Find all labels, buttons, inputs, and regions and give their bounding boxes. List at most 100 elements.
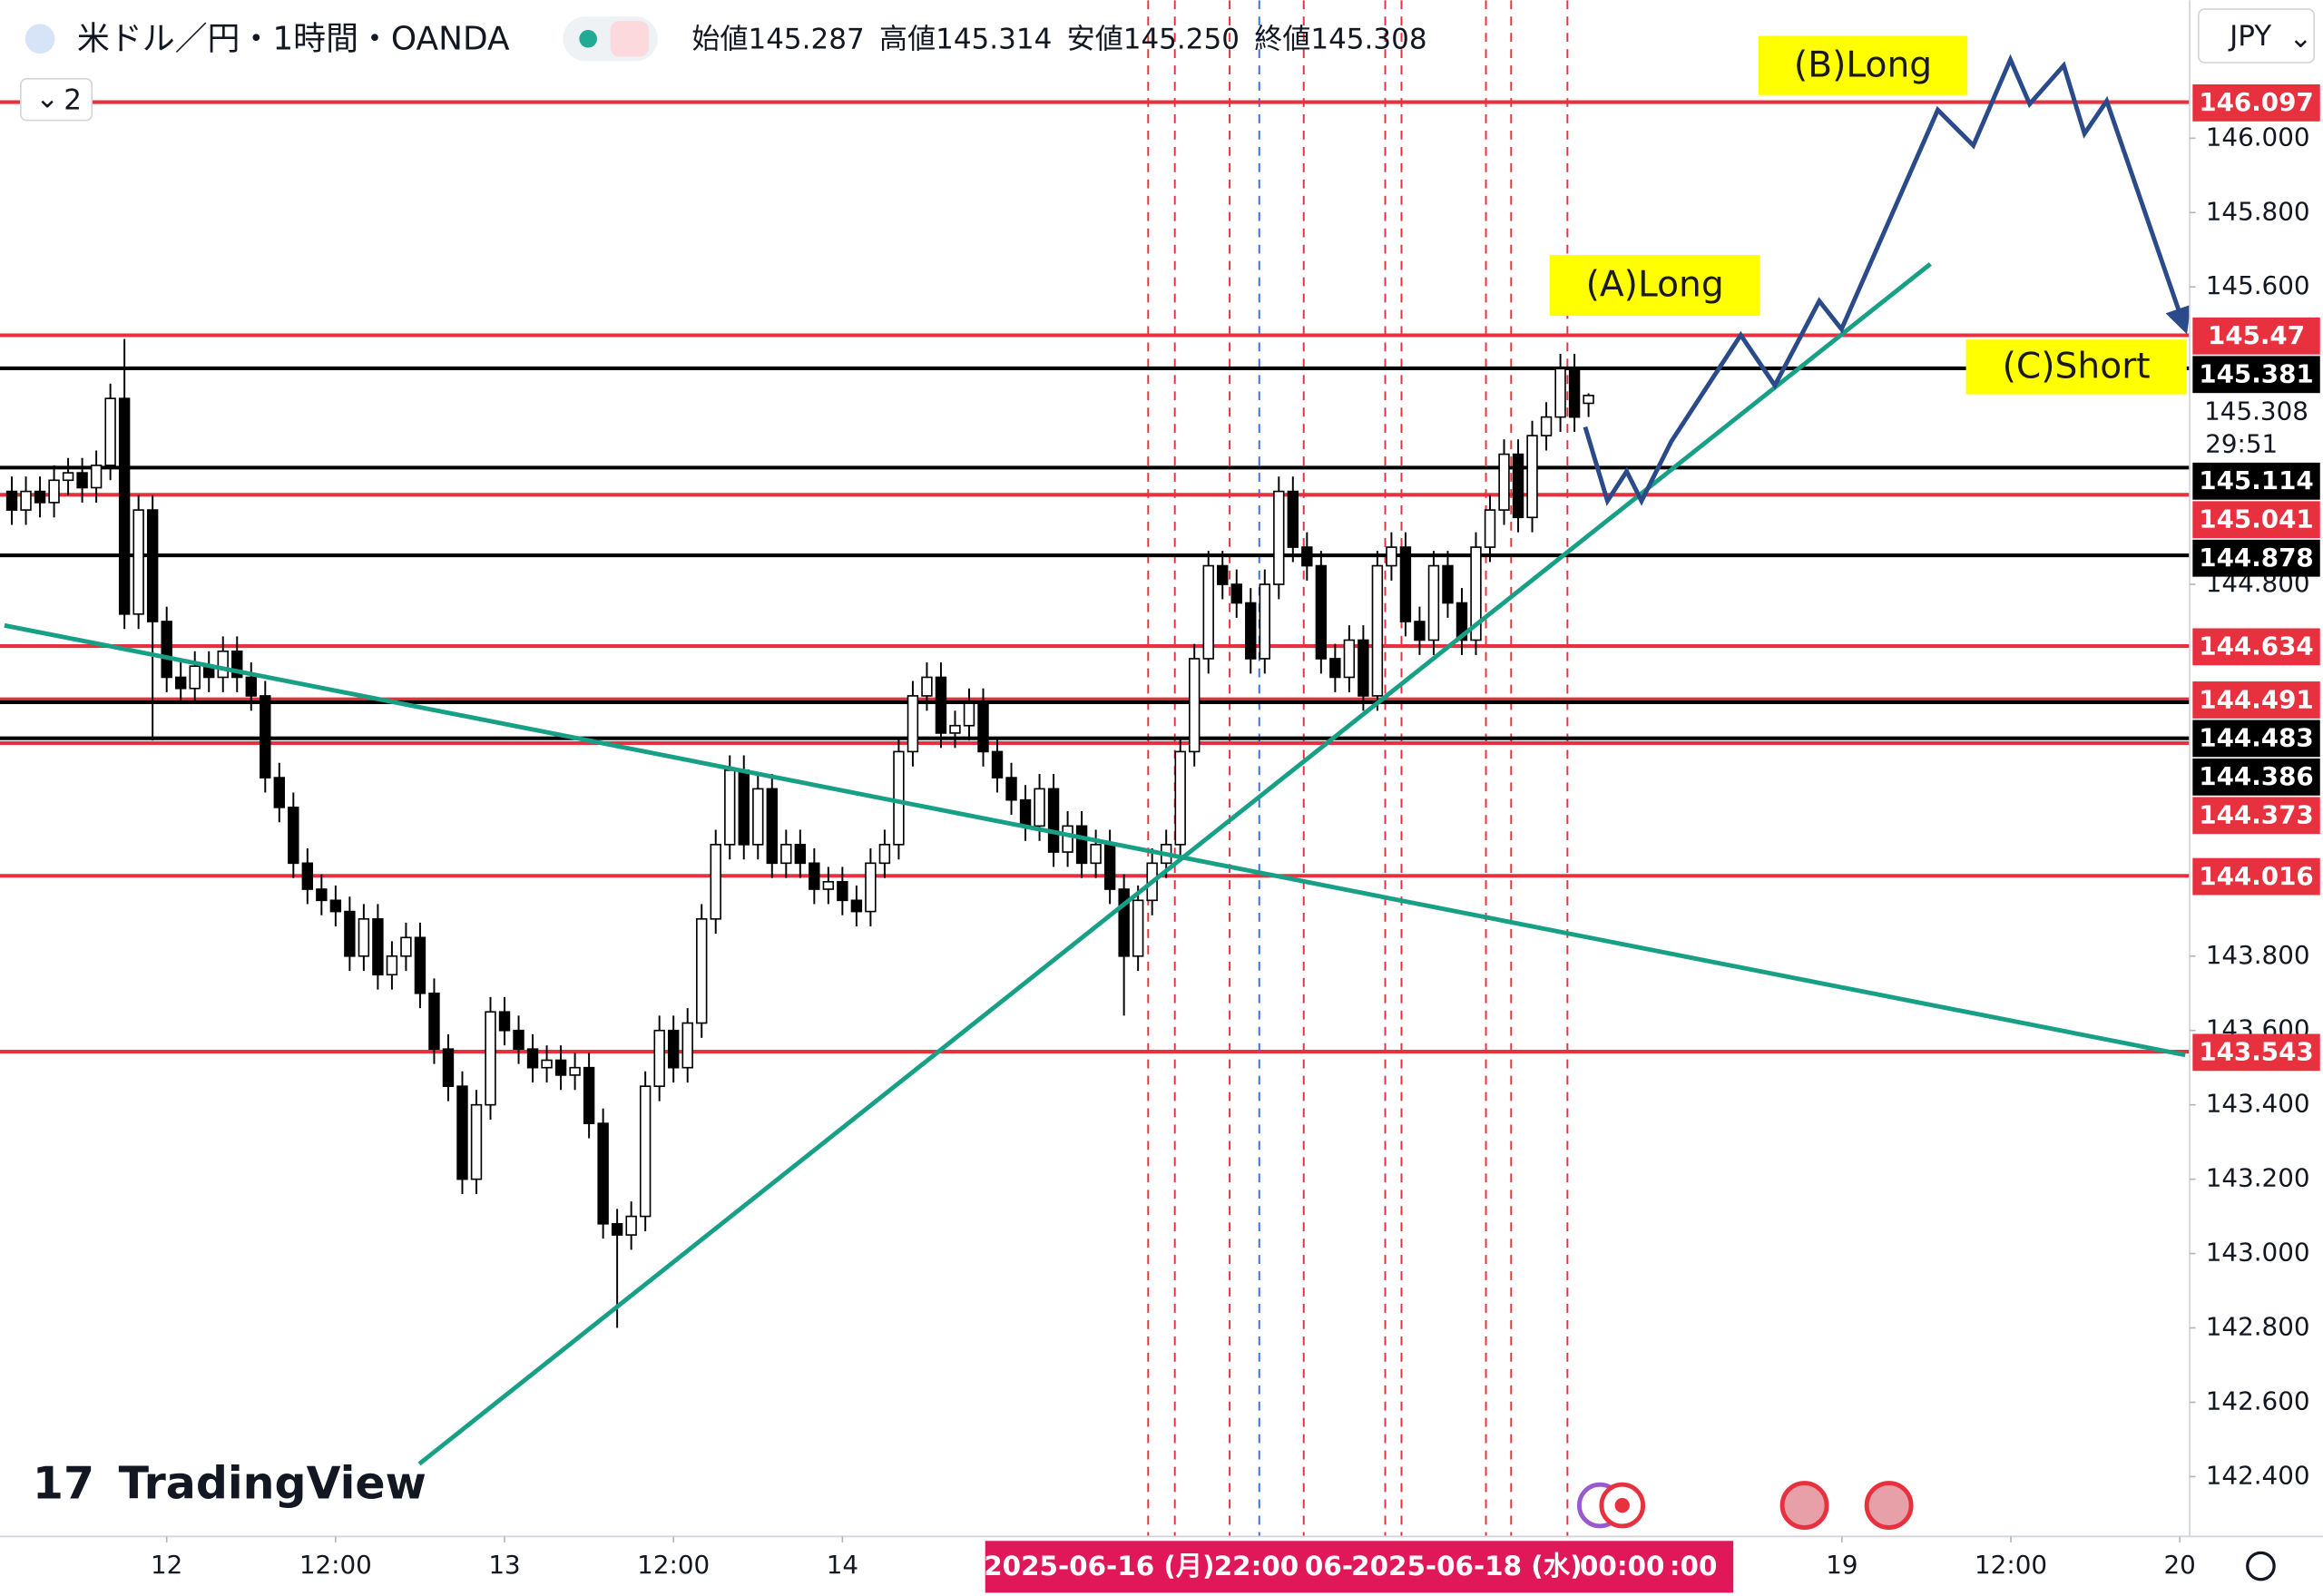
axes: 142.400 142.600 142.800 143.000 143.200 143.4… — [151, 83, 2320, 1593]
level-label-bg — [2192, 797, 2320, 835]
ohlc-value: 安値145.250 — [1067, 23, 1240, 55]
level-label: 144.483 — [2199, 723, 2313, 753]
settings-icon[interactable] — [2246, 1551, 2276, 1581]
candle-body — [1245, 602, 1257, 660]
y-tick-label: 142.400 — [2206, 1460, 2310, 1490]
candles — [5, 338, 1594, 1328]
candle-body — [1554, 367, 1566, 418]
candle-body — [288, 807, 299, 865]
candle-body — [681, 1022, 693, 1069]
candle-body — [1062, 825, 1073, 853]
candle-body — [118, 397, 131, 615]
ohlc-value: 高値145.314 — [879, 23, 1052, 55]
x-tick-label: 20 — [2164, 1550, 2196, 1580]
badge-count: 2 — [64, 83, 82, 116]
event-flag[interactable] — [1864, 1481, 1914, 1531]
candle-body — [1217, 564, 1229, 585]
currency-button[interactable] — [2198, 8, 2316, 64]
currency: JPY — [2228, 20, 2271, 53]
candle-body — [1047, 788, 1060, 853]
candle-body — [513, 1029, 524, 1051]
candle-body — [766, 788, 778, 865]
candle-body — [1132, 899, 1144, 957]
status-dot — [579, 29, 597, 48]
level-label: 144.634 — [2199, 632, 2313, 661]
candle-body — [1315, 564, 1328, 660]
candle-body — [174, 676, 187, 690]
y-tick-label: 142.800 — [2206, 1312, 2310, 1342]
candle-body — [344, 910, 356, 957]
level-label-bg — [2192, 356, 2320, 394]
annotation-box — [1758, 35, 1968, 95]
candle-body — [1005, 777, 1017, 801]
crosshair-label: 2025-06-16 (月) — [984, 1551, 1214, 1581]
candle-body — [1526, 435, 1538, 519]
level-label: 145.114 — [2199, 465, 2313, 495]
event-flag[interactable] — [1779, 1481, 1829, 1531]
candle-body — [1301, 546, 1313, 567]
candle-body — [526, 1048, 539, 1069]
candle-body — [1090, 844, 1102, 865]
candle-body — [1174, 750, 1186, 846]
annotation-box — [1965, 339, 2187, 395]
level-label: 144.386 — [2199, 761, 2313, 791]
candle-body — [442, 1048, 455, 1087]
candle-body — [710, 844, 721, 920]
level-label-bg — [2192, 628, 2320, 666]
candle-body — [696, 917, 708, 1024]
level-label: 144.491 — [2199, 684, 2313, 714]
candle-body — [1414, 621, 1426, 641]
candle-body — [386, 955, 398, 976]
level-label: 145.381 — [2199, 359, 2313, 389]
header: 米ドル／円・1時間・OANDA 始値145.287 高値145.314 安値145.… — [20, 8, 2316, 1581]
candle-body — [1484, 509, 1496, 548]
level-label-bg — [2192, 539, 2320, 577]
candle-body — [76, 472, 88, 489]
candle-body — [260, 695, 271, 778]
y-tick-label: 145.800 — [2206, 196, 2310, 226]
y-tick-label: 143.200 — [2206, 1163, 2310, 1193]
level-label-bg — [2192, 462, 2320, 500]
candle-body — [1358, 639, 1369, 697]
projection-path — [1583, 54, 2191, 506]
candle-body — [20, 490, 32, 511]
level-label-bg — [2192, 720, 2320, 758]
candle-body — [809, 862, 820, 890]
candle-body — [991, 750, 1004, 778]
candle-body — [1512, 453, 1524, 519]
candle-body — [1259, 583, 1270, 660]
candle-body — [554, 1059, 567, 1076]
logo-mark: 17 — [33, 1457, 94, 1509]
candle-body — [414, 936, 426, 994]
candle-body — [569, 1066, 581, 1076]
level-label: 144.016 — [2199, 861, 2313, 891]
status-icon — [610, 21, 650, 57]
symbol-icon — [25, 24, 55, 54]
candle-body — [231, 650, 243, 679]
symbol-title: 米ドル／円・1時間・OANDA — [77, 20, 510, 57]
candle-body — [1343, 639, 1356, 679]
candle-body — [1019, 798, 1032, 827]
candle-body — [583, 1066, 595, 1124]
candle-body — [541, 1059, 553, 1069]
candle-body — [724, 769, 736, 846]
y-tick-label: 142.600 — [2206, 1385, 2310, 1415]
x-tick-label: 12 — [151, 1550, 182, 1580]
candle-body — [935, 676, 947, 734]
collapse-button[interactable] — [20, 78, 93, 122]
level-label: 145.47 — [2208, 320, 2305, 350]
level-label-bg — [2192, 857, 2320, 896]
candle-body — [653, 1029, 665, 1087]
candle-body — [146, 509, 159, 622]
candle-body — [372, 917, 384, 976]
candle-body — [1273, 490, 1285, 585]
candle-body — [217, 650, 229, 679]
x-tick-label: 12:00 — [637, 1550, 710, 1580]
y-tick-label: 143.000 — [2206, 1238, 2310, 1268]
candle-body — [1329, 658, 1341, 679]
x-tick-label: 12:00 — [1975, 1550, 2047, 1580]
candle-body — [850, 899, 863, 913]
candle-body — [161, 621, 172, 679]
crosshair-label: 2025-06-18 (水) — [1351, 1551, 1582, 1581]
